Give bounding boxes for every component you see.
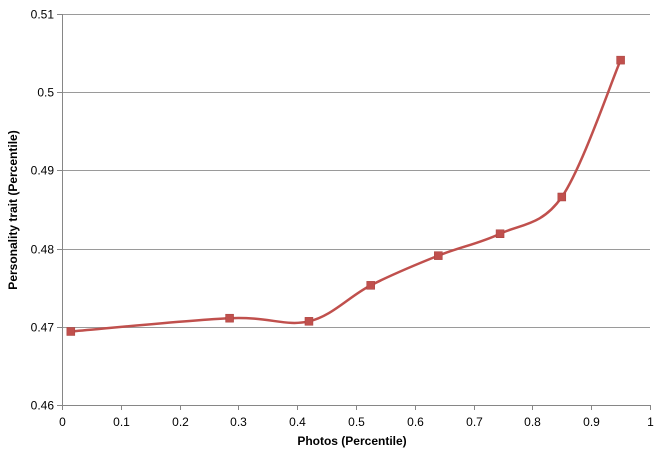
y-tick-label-1: 0.47: [31, 321, 55, 335]
data-point-7: [616, 55, 625, 65]
data-point-1: [225, 313, 234, 323]
data-point-0: [66, 327, 76, 336]
axes: [57, 14, 651, 410]
x-tick-label-1: 0.1: [113, 415, 130, 429]
x-tick-label-7: 0.7: [466, 415, 483, 429]
x-tick-label-3: 0.3: [230, 415, 247, 429]
data-point-6: [557, 192, 567, 202]
y-axis-title: Personality trait (Percentile): [6, 130, 20, 289]
y-tick-label-5: 0.51: [31, 8, 55, 22]
y-tick-label-0: 0.46: [31, 399, 55, 413]
series-line-0: [69, 58, 622, 333]
x-tick-label-5: 0.5: [348, 415, 365, 429]
data-point-2: [304, 317, 314, 326]
x-tick-label-10: 1: [647, 415, 654, 429]
x-tick-label-6: 0.6: [407, 415, 424, 429]
x-tick-labels: 0 0.1 0.2 0.3 0.4 0.5 0.6 0.7 0.8 0.9 1: [59, 415, 654, 429]
y-tick-label-3: 0.49: [31, 164, 55, 178]
data-point-3: [366, 281, 375, 290]
data-point-4: [434, 251, 443, 260]
data-point-5: [495, 229, 505, 238]
series-group: [66, 55, 625, 336]
x-tick-label-9: 0.9: [583, 415, 600, 429]
x-tick-label-0: 0: [59, 415, 66, 429]
y-tick-label-4: 0.5: [37, 86, 54, 100]
x-tick-label-2: 0.2: [172, 415, 189, 429]
x-tick-label-4: 0.4: [289, 415, 306, 429]
y-tick-label-2: 0.48: [31, 243, 55, 257]
gridlines: [62, 14, 650, 406]
y-tick-labels: 0.46 0.47 0.48 0.49 0.5 0.51: [31, 8, 55, 413]
x-axis-title: Photos (Percentile): [297, 434, 406, 448]
x-tick-label-8: 0.8: [524, 415, 541, 429]
